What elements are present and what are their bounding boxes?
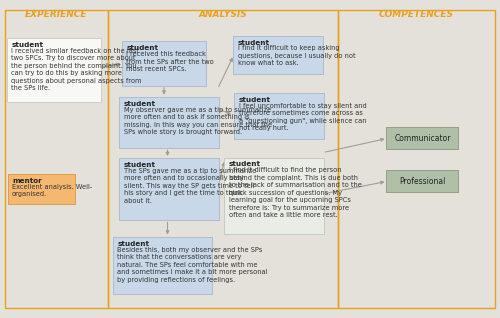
Text: I find it difficult to find the person
behind the complaint. This is due both
to: I find it difficult to find the person b… [229,167,362,218]
FancyBboxPatch shape [233,36,323,74]
Bar [5,10,108,308]
Text: I received similar feedback on the last
two SPCs. Try to discover more about
the: I received similar feedback on the last … [11,48,142,91]
Text: student: student [124,101,156,107]
Text: Excellent analysis. Well-
organised.: Excellent analysis. Well- organised. [12,184,92,197]
Text: student: student [117,241,149,247]
Text: ANALYSIS: ANALYSIS [198,10,247,19]
FancyBboxPatch shape [224,158,324,233]
Text: My observer gave me as a tip to summarize
more often and to ask if something is
: My observer gave me as a tip to summariz… [124,107,272,135]
FancyBboxPatch shape [120,158,219,220]
Text: Besides this, both my observer and the SPs
think that the conversations are very: Besides this, both my observer and the S… [117,247,268,283]
FancyBboxPatch shape [386,170,458,192]
Bar [108,10,338,308]
Text: I find it difficult to keep asking
questions, because I usually do not
know what: I find it difficult to keep asking quest… [238,45,356,66]
FancyBboxPatch shape [386,128,458,149]
Text: student: student [11,42,44,48]
Text: Communicator: Communicator [394,134,451,143]
Text: mentor: mentor [12,178,42,184]
Text: I received this feedback
from the SPs after the two
most recent SPCs.: I received this feedback from the SPs af… [126,51,214,72]
FancyBboxPatch shape [113,237,212,294]
Text: The SPs gave me as a tip to summarize
more often and to occasionally stay
silent: The SPs gave me as a tip to summarize mo… [124,168,256,204]
Text: student: student [124,162,156,168]
FancyBboxPatch shape [234,93,324,139]
Text: student: student [238,39,270,45]
FancyBboxPatch shape [8,174,74,204]
Text: I feel uncomfortable to stay silent and
therefore sometimes come across as
a "qu: I feel uncomfortable to stay silent and … [239,103,366,131]
Text: Professional: Professional [400,177,446,186]
Text: EXPERIENCE: EXPERIENCE [25,10,88,19]
Text: student: student [126,45,158,51]
Text: COMPETENCES: COMPETENCES [379,10,454,19]
Text: student: student [229,162,261,167]
FancyBboxPatch shape [122,41,206,86]
FancyBboxPatch shape [7,38,101,102]
Bar [338,10,495,308]
FancyBboxPatch shape [120,97,219,148]
Text: student: student [239,97,271,103]
